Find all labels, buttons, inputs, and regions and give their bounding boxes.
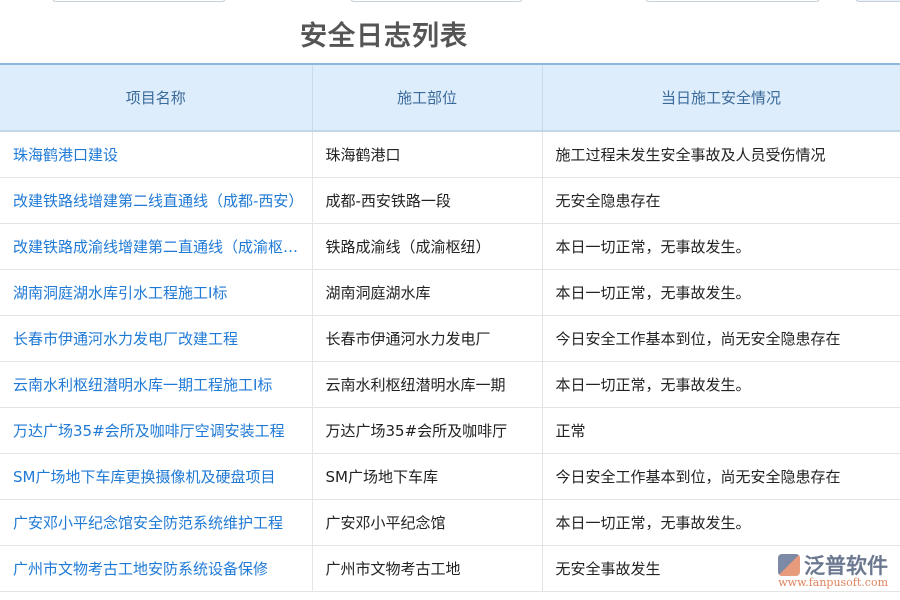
safety-status-cell: 本日一切正常，无事故发生。: [542, 499, 900, 546]
filter-input-1[interactable]: [52, 0, 226, 2]
table-row[interactable]: 改建铁路线增建第二线直通线（成都-西安） 成都-西安铁路一段 无安全隐患存在: [0, 177, 900, 224]
project-name-link[interactable]: SM广场地下车库更换摄像机及硬盘项目: [0, 453, 313, 500]
header-safety-status[interactable]: 当日施工安全情况: [542, 63, 900, 132]
logo-name: 泛普软件: [804, 554, 888, 578]
safety-status-cell: 本日一切正常，无事故发生。: [542, 269, 900, 316]
safety-status-cell: 本日一切正常，无事故发生。: [542, 223, 900, 270]
construction-part-cell: 万达广场35#会所及咖啡厅: [312, 407, 543, 454]
table-row[interactable]: 长春市伊通河水力发电厂改建工程 长春市伊通河水力发电厂 今日安全工作基本到位，尚无安…: [0, 315, 900, 362]
table-row[interactable]: 湖南洞庭湖水库引水工程施工I标 湖南洞庭湖水库 本日一切正常，无事故发生。: [0, 269, 900, 316]
safety-status-cell: 今日安全工作基本到位，尚无安全隐患存在: [542, 315, 900, 362]
project-name-link[interactable]: 改建铁路成渝线增建第二直通线（成渝枢纽）: [0, 223, 313, 270]
table-row[interactable]: 广安邓小平纪念馆安全防范系统维护工程 广安邓小平纪念馆 本日一切正常，无事故发生。: [0, 499, 900, 546]
project-name-link[interactable]: 湖南洞庭湖水库引水工程施工I标: [0, 269, 313, 316]
header-project-name[interactable]: 项目名称: [0, 63, 313, 132]
logo-url: www.fanpusoft.com: [778, 576, 888, 589]
table-header: 项目名称 施工部位 当日施工安全情况: [0, 63, 900, 132]
project-name-link[interactable]: 改建铁路线增建第二线直通线（成都-西安）: [0, 177, 313, 224]
filter-input-3[interactable]: [645, 0, 820, 2]
construction-part-cell: 云南水利枢纽潜明水库一期: [312, 361, 543, 408]
project-name-link[interactable]: 长春市伊通河水力发电厂改建工程: [0, 315, 313, 362]
project-name-link[interactable]: 云南水利枢纽潜明水库一期工程施工I标: [0, 361, 313, 408]
safety-status-cell: 今日安全工作基本到位，尚无安全隐患存在: [542, 453, 900, 500]
logo-mark-icon: [778, 554, 800, 576]
table-row[interactable]: 改建铁路成渝线增建第二直通线（成渝枢纽） 铁路成渝线（成渝枢纽） 本日一切正常，无事…: [0, 223, 900, 270]
search-button[interactable]: [855, 0, 900, 2]
page-title: 安全日志列表: [300, 21, 468, 52]
project-name-link[interactable]: 广安邓小平纪念馆安全防范系统维护工程: [0, 499, 313, 546]
table-row[interactable]: 广州市文物考古工地安防系统设备保修 广州市文物考古工地 无安全事故发生: [0, 545, 900, 592]
safety-status-cell: 本日一切正常，无事故发生。: [542, 361, 900, 408]
project-name-link[interactable]: 珠海鹤港口建设: [0, 131, 313, 178]
project-name-link[interactable]: 万达广场35#会所及咖啡厅空调安装工程: [0, 407, 313, 454]
safety-log-table: 项目名称 施工部位 当日施工安全情况 珠海鹤港口建设 珠海鹤港口 施工过程未发生安全…: [0, 63, 900, 592]
construction-part-cell: SM广场地下车库: [312, 453, 543, 500]
construction-part-cell: 铁路成渝线（成渝枢纽）: [312, 223, 543, 270]
table-row[interactable]: SM广场地下车库更换摄像机及硬盘项目 SM广场地下车库 今日安全工作基本到位，尚无安…: [0, 453, 900, 500]
table-row[interactable]: 珠海鹤港口建设 珠海鹤港口 施工过程未发生安全事故及人员受伤情况: [0, 131, 900, 178]
table-row[interactable]: 云南水利枢纽潜明水库一期工程施工I标 云南水利枢纽潜明水库一期 本日一切正常，无事故…: [0, 361, 900, 408]
project-name-link[interactable]: 广州市文物考古工地安防系统设备保修: [0, 545, 313, 592]
safety-status-cell: 正常: [542, 407, 900, 454]
filter-input-2[interactable]: [350, 0, 523, 2]
construction-part-cell: 珠海鹤港口: [312, 131, 543, 178]
construction-part-cell: 湖南洞庭湖水库: [312, 269, 543, 316]
table-row[interactable]: 万达广场35#会所及咖啡厅空调安装工程 万达广场35#会所及咖啡厅 正常: [0, 407, 900, 454]
construction-part-cell: 成都-西安铁路一段: [312, 177, 543, 224]
safety-status-cell: 无安全隐患存在: [542, 177, 900, 224]
safety-status-cell: 施工过程未发生安全事故及人员受伤情况: [542, 131, 900, 178]
construction-part-cell: 长春市伊通河水力发电厂: [312, 315, 543, 362]
construction-part-cell: 广安邓小平纪念馆: [312, 499, 543, 546]
header-construction-part[interactable]: 施工部位: [312, 63, 543, 132]
fanpu-logo: 泛普软件 www.fanpusoft.com: [778, 550, 888, 589]
safety-status-cell: 无安全事故发生: [542, 545, 900, 592]
construction-part-cell: 广州市文物考古工地: [312, 545, 543, 592]
